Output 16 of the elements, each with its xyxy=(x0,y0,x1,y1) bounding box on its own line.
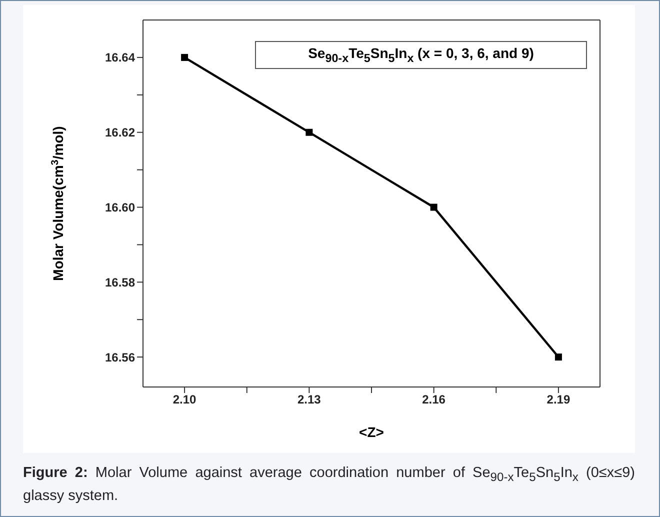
y-tick-label: 16.58 xyxy=(104,275,136,290)
x-tick-label: 2.13 xyxy=(298,392,322,407)
y-tick-label: 16.64 xyxy=(104,50,136,65)
x-tick-label: 2.16 xyxy=(422,392,446,407)
x-tick-label: 2.10 xyxy=(172,392,197,407)
text-box: Se$_{90-x}$Te$_{5}$Sn$_{5}$In$_{x}$ (x = 0, 3, 6, and 9) xyxy=(255,41,587,69)
point xyxy=(306,128,313,136)
x-axis-title: <Z> xyxy=(359,424,384,440)
x-tick-label: 2.19 xyxy=(546,392,570,407)
point xyxy=(430,204,438,211)
text: Figure 2: Molar Volume against average coordination number of Se$_{90-x}$Te$_{5}$Sn$_{5}$In$_{x}$ (0≤x≤9) glassy system. xyxy=(23,465,635,504)
y-tick-label: 16.62 xyxy=(104,126,136,140)
point xyxy=(554,354,562,361)
point xyxy=(181,54,188,61)
y-tick-label: 16.56 xyxy=(104,350,136,364)
y-tick-label: 16.60 xyxy=(104,200,136,215)
